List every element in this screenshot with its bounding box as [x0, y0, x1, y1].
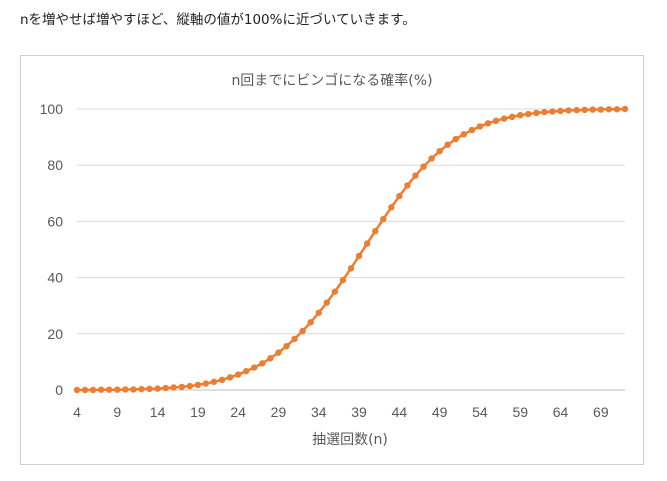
data-point — [347, 265, 355, 272]
data-point — [162, 384, 169, 392]
data-point — [106, 386, 113, 393]
data-point — [275, 349, 282, 356]
y-tick-label: 60 — [47, 213, 63, 229]
data-point — [380, 215, 387, 223]
data-point — [267, 355, 274, 362]
data-point — [589, 106, 596, 113]
intro-text: nを増やせば増やすほど、縦軸の値が100%に近づいていきます。 — [20, 12, 416, 28]
data-point — [355, 252, 363, 260]
data-point — [573, 106, 580, 114]
gridlines — [77, 108, 625, 391]
x-tick-label: 64 — [553, 404, 569, 420]
y-tick-label: 20 — [47, 326, 63, 342]
chart-frame: n回までにビンゴになる確率(%) 0 20 40 60 80 100 4 9 14 19 24 29… — [20, 55, 644, 465]
data-point — [436, 147, 443, 155]
data-point — [89, 386, 97, 394]
data-point — [186, 382, 194, 390]
series-line — [77, 107, 626, 392]
data-point — [412, 172, 419, 179]
data-point — [315, 309, 322, 316]
data-point — [178, 383, 185, 391]
data-point — [476, 123, 484, 130]
data-point — [81, 386, 89, 394]
data-point — [565, 107, 572, 114]
y-tick-label: 0 — [55, 382, 63, 398]
data-point — [404, 182, 411, 189]
data-point — [251, 364, 258, 371]
data-point — [541, 108, 548, 116]
x-tick-label: 34 — [311, 404, 327, 420]
data-point — [492, 117, 500, 125]
data-point — [468, 126, 476, 134]
data-point — [73, 386, 81, 394]
y-axis-ticks: 0 20 40 60 80 100 — [40, 101, 64, 398]
data-point — [307, 319, 314, 326]
data-point — [444, 141, 451, 148]
data-point — [500, 115, 508, 122]
x-tick-label: 59 — [512, 404, 528, 420]
data-point — [323, 299, 331, 306]
data-point — [202, 380, 210, 387]
data-point — [549, 108, 556, 115]
data-point — [234, 371, 242, 378]
data-point — [557, 107, 564, 115]
data-point — [146, 385, 153, 393]
series-probability — [73, 105, 629, 394]
data-point — [339, 276, 347, 284]
x-tick-label: 24 — [230, 404, 246, 420]
data-point — [218, 376, 226, 384]
data-point — [621, 105, 629, 113]
y-tick-label: 80 — [47, 157, 63, 173]
data-point — [299, 327, 306, 335]
data-point — [460, 131, 468, 138]
y-tick-label: 40 — [47, 270, 63, 286]
x-axis-title: 抽選回数(n) — [312, 432, 388, 448]
data-point — [331, 288, 339, 295]
data-point — [420, 163, 427, 170]
data-point — [210, 378, 218, 386]
x-tick-label: 19 — [190, 404, 206, 420]
data-point — [525, 110, 532, 118]
data-point — [138, 385, 145, 393]
data-point — [363, 240, 371, 247]
x-tick-label: 29 — [271, 404, 287, 420]
data-point — [597, 106, 605, 113]
y-tick-label: 100 — [40, 101, 64, 117]
data-point — [130, 386, 137, 393]
x-tick-label: 4 — [73, 404, 81, 420]
data-point — [243, 367, 250, 375]
data-point — [283, 342, 290, 350]
data-point — [154, 385, 161, 392]
x-tick-label: 54 — [472, 404, 488, 420]
x-tick-label: 69 — [593, 404, 609, 420]
data-point — [581, 106, 588, 114]
chart-title: n回までにビンゴになる確率(%) — [231, 72, 432, 89]
x-tick-label: 39 — [351, 404, 367, 420]
data-point — [508, 113, 516, 121]
data-point — [371, 228, 379, 235]
data-point — [114, 386, 121, 393]
data-point — [170, 384, 177, 391]
data-point — [226, 374, 234, 381]
data-point — [605, 106, 613, 113]
x-tick-label: 14 — [150, 404, 166, 420]
data-point — [194, 381, 202, 389]
data-point — [452, 135, 459, 143]
data-point — [259, 360, 266, 367]
data-point — [396, 192, 403, 200]
data-point — [428, 155, 435, 162]
x-axis-ticks: 4 9 14 19 24 29 34 39 44 49 54 59 64 69 — [73, 404, 609, 420]
x-tick-label: 44 — [392, 404, 408, 420]
data-point — [533, 109, 540, 117]
x-tick-label: 9 — [113, 404, 121, 420]
x-tick-label: 49 — [432, 404, 448, 420]
data-point — [613, 106, 621, 113]
data-point — [484, 120, 492, 127]
data-point — [97, 386, 105, 393]
data-point — [291, 335, 298, 343]
data-point — [388, 204, 395, 211]
data-point — [122, 386, 129, 393]
data-point — [517, 111, 524, 119]
